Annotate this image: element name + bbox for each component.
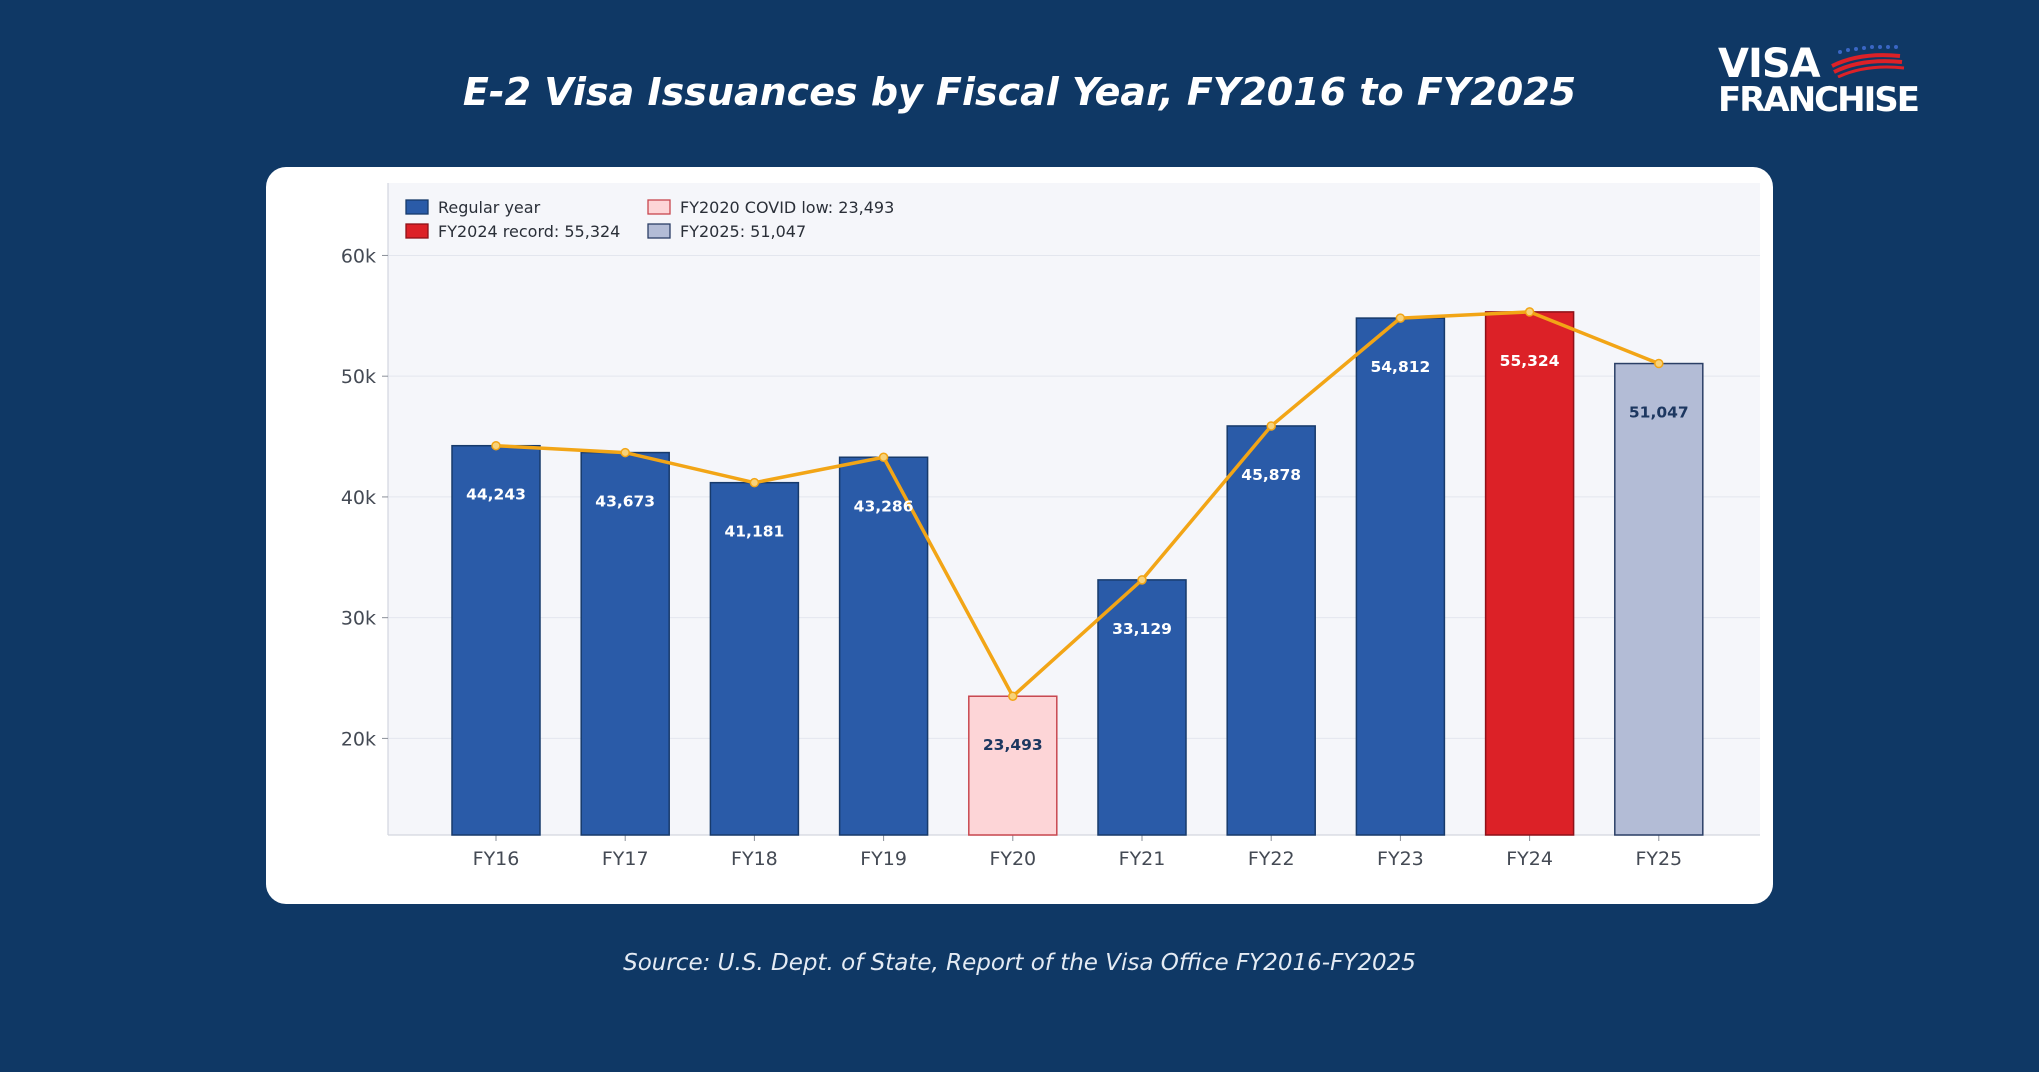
x-tick-label: FY24 xyxy=(1506,848,1553,870)
trend-point xyxy=(878,452,889,463)
bar-fy18 xyxy=(709,481,800,836)
legend-swatch-record xyxy=(405,223,429,239)
data-label: 23,493 xyxy=(983,736,1043,754)
x-tick-label: FY22 xyxy=(1248,848,1295,870)
legend-label: Regular year xyxy=(438,198,541,217)
data-label: 43,286 xyxy=(854,497,914,515)
x-tick-label: FY20 xyxy=(989,848,1036,870)
x-tick-label: FY23 xyxy=(1377,848,1424,870)
trend-point xyxy=(1266,421,1276,431)
trend-point xyxy=(1395,313,1406,323)
chart-card: 20k 30k 40k 50k 60k FY16 FY17 FY18 FY19 FY20 FY21 F… xyxy=(266,167,1773,904)
logo-line-2: FRANCHISE xyxy=(1718,80,1920,120)
x-tick-label: FY16 xyxy=(473,848,520,870)
page-title: E-2 Visa Issuances by Fiscal Year, FY201… xyxy=(462,70,1577,114)
x-tick-label: FY19 xyxy=(860,848,907,870)
bar-fy22 xyxy=(1226,425,1316,836)
y-tick-label: 30k xyxy=(341,608,376,630)
trend-point xyxy=(1654,358,1664,369)
logo-line-1: VISA xyxy=(1718,41,1821,87)
y-tick-label: 40k xyxy=(341,487,376,509)
trend-point xyxy=(749,477,760,488)
data-label: 45,878 xyxy=(1241,466,1301,484)
trend-point xyxy=(1137,575,1147,585)
legend-label: FY2024 record: 55,324 xyxy=(438,222,620,241)
legend-label: FY2025: 51,047 xyxy=(680,222,806,241)
data-label: 54,812 xyxy=(1370,358,1430,376)
y-tick-label: 60k xyxy=(341,245,376,267)
x-tick-label: FY25 xyxy=(1635,848,1682,870)
legend-swatch-regular xyxy=(405,199,429,215)
trend-point xyxy=(1524,307,1535,317)
brand-logo: VISA FRANCHISE xyxy=(1712,38,1942,123)
legend-label: FY2020 COVID low: 23,493 xyxy=(680,198,894,217)
trend-point xyxy=(491,440,501,451)
data-label: 51,047 xyxy=(1629,404,1689,422)
legend-swatch-covid xyxy=(647,199,671,215)
legend-swatch-fy2025 xyxy=(647,223,671,239)
source-note: Source: U.S. Dept. of State, Report of t… xyxy=(623,950,1416,976)
trend-point xyxy=(1008,691,1018,701)
x-tick-label: FY17 xyxy=(602,848,649,870)
bar-chart: 20k 30k 40k 50k 60k FY16 FY17 FY18 FY19 FY20 FY21 F… xyxy=(341,183,1760,870)
bar-fy16 xyxy=(451,444,541,836)
trend-line xyxy=(495,310,1660,698)
bar-fy25 xyxy=(1614,362,1704,836)
data-label: 55,324 xyxy=(1500,352,1560,370)
bar-fy21 xyxy=(1097,579,1187,836)
x-tick-label: FY21 xyxy=(1119,848,1166,870)
data-label: 33,129 xyxy=(1112,620,1172,638)
bar-fy23 xyxy=(1355,317,1446,836)
data-label: 41,181 xyxy=(724,523,784,541)
data-label: 44,243 xyxy=(466,486,526,504)
bar-fy17 xyxy=(580,451,670,836)
data-label: 43,673 xyxy=(595,493,655,511)
y-tick-label: 50k xyxy=(341,366,376,388)
bar-fy20 xyxy=(968,695,1058,836)
flag-stars-icon xyxy=(1831,45,1905,78)
y-tick-label: 20k xyxy=(341,728,376,750)
bar-fy19 xyxy=(838,456,929,836)
x-tick-label: FY18 xyxy=(731,848,778,870)
bar-fy24 xyxy=(1484,311,1575,836)
trend-point xyxy=(620,447,630,458)
